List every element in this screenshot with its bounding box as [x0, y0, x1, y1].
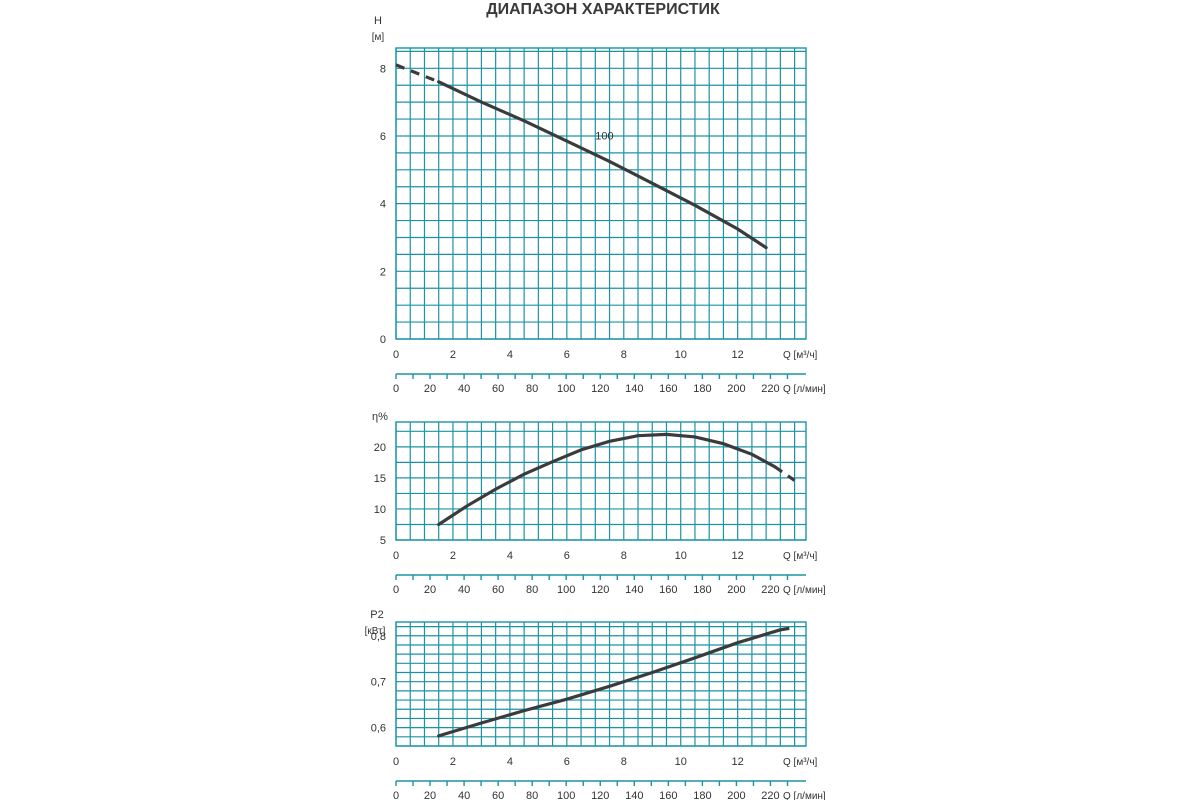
x2-tick-label: 140	[625, 790, 643, 800]
x2-tick-label: 100	[557, 790, 575, 800]
x2-tick-label: 0	[393, 383, 399, 395]
curve-dashed-end	[780, 625, 795, 632]
x-tick-label: 8	[621, 756, 627, 768]
x2-tick-label: 160	[659, 584, 677, 596]
plot-area	[395, 47, 807, 340]
plot-area	[395, 621, 807, 747]
curve-line	[437, 628, 782, 738]
curve-dashed-start	[395, 63, 440, 84]
x2-tick-label: 20	[424, 584, 436, 596]
chart-title: ДИАПАЗОН ХАРАКТЕРИСТИК	[486, 1, 720, 18]
y-axis-label: P2	[370, 609, 383, 621]
x2-tick-label: 120	[591, 383, 609, 395]
x-axis-unit: Q [м³/ч]	[783, 350, 818, 361]
x2-tick-label: 60	[492, 584, 504, 596]
x2-tick-label: 60	[492, 383, 504, 395]
x2-tick-label: 20	[424, 790, 436, 800]
y-tick-label: 15	[374, 473, 386, 485]
y-axis-label: η%	[372, 411, 388, 423]
x2-tick-label: 40	[458, 790, 470, 800]
x-tick-label: 2	[450, 349, 456, 361]
x2-tick-label: 0	[393, 790, 399, 800]
x-tick-label: 0	[393, 756, 399, 768]
x-tick-label: 10	[675, 550, 687, 562]
x2-tick-label: 100	[557, 383, 575, 395]
x2-tick-label: 80	[526, 383, 538, 395]
x2-tick-label: 220	[761, 383, 779, 395]
y-tick-label: 6	[380, 131, 386, 143]
x2-tick-label: 80	[526, 790, 538, 800]
x-tick-label: 6	[564, 550, 570, 562]
y-tick-label: 2	[380, 266, 386, 278]
y-tick-label: 0,6	[371, 723, 386, 735]
y-axis-unit: [м]	[372, 32, 385, 43]
x2-tick-label: 20	[424, 383, 436, 395]
curve-dashed-end	[773, 465, 796, 482]
x2-tick-label: 180	[693, 584, 711, 596]
x-tick-label: 12	[732, 756, 744, 768]
x-tick-label: 4	[507, 349, 513, 361]
x2-tick-label: 40	[458, 584, 470, 596]
y-tick-label: 0,8	[371, 631, 386, 643]
x2-tick-label: 80	[526, 584, 538, 596]
x-tick-label: 0	[393, 550, 399, 562]
panel-2: 5 10 15 20 η% 0 2 4 6 8 10 12 Q [м³/ч] 0 20 40 60 80 100 12…	[372, 411, 826, 596]
y-tick-label: 5	[380, 535, 386, 547]
curve-line	[437, 80, 768, 250]
y-tick-label: 8	[380, 63, 386, 75]
x-tick-label: 6	[564, 756, 570, 768]
y-tick-label: 4	[380, 199, 386, 211]
x2-tick-label: 60	[492, 790, 504, 800]
x-tick-label: 12	[732, 349, 744, 361]
x-tick-label: 4	[507, 550, 513, 562]
x-tick-label: 12	[732, 550, 744, 562]
x-tick-label: 8	[621, 550, 627, 562]
x2-tick-label: 160	[659, 790, 677, 800]
x2-tick-label: 220	[761, 584, 779, 596]
x-tick-label: 2	[450, 756, 456, 768]
x2-tick-label: 200	[727, 584, 745, 596]
x2-axis-unit: Q [л/мин]	[783, 384, 826, 395]
y-tick-label: 20	[374, 442, 386, 454]
x-tick-label: 4	[507, 756, 513, 768]
x2-tick-label: 160	[659, 383, 677, 395]
curve-line	[437, 432, 777, 527]
x2-tick-label: 40	[458, 383, 470, 395]
x2-tick-label: 100	[557, 584, 575, 596]
panel-1: 0 2 4 6 8 H [м] 0 2 4 6 8 10 12 Q [м³/ч] 0 20 40 60 80 100 12…	[372, 15, 826, 395]
x2-tick-label: 120	[591, 584, 609, 596]
x-tick-label: 8	[621, 349, 627, 361]
y-tick-label: 0,7	[371, 677, 386, 689]
x2-tick-label: 0	[393, 584, 399, 596]
series-label: 100	[595, 130, 613, 142]
x2-tick-label: 120	[591, 790, 609, 800]
y-tick-label: 0	[380, 334, 386, 346]
x2-axis-unit: Q [л/мин]	[783, 585, 826, 596]
x2-tick-label: 200	[727, 790, 745, 800]
x2-tick-label: 200	[727, 383, 745, 395]
x2-tick-label: 140	[625, 383, 643, 395]
panel-3: 0,6 0,7 0,8 P2 [кВт] 0 2 4 6 8 10 12 Q [м³/ч] 0 20 40 60…	[365, 609, 826, 800]
y-axis-unit: [кВт]	[365, 626, 386, 637]
x-axis-unit: Q [м³/ч]	[783, 551, 818, 562]
x2-axis-unit: Q [л/мин]	[783, 791, 826, 800]
x2-tick-label: 140	[625, 584, 643, 596]
x-tick-label: 0	[393, 349, 399, 361]
plot-area	[395, 421, 807, 541]
x-axis-unit: Q [м³/ч]	[783, 757, 818, 768]
x-tick-label: 2	[450, 550, 456, 562]
x-tick-label: 10	[675, 756, 687, 768]
x2-tick-label: 220	[761, 790, 779, 800]
x-tick-label: 10	[675, 349, 687, 361]
x2-tick-label: 180	[693, 383, 711, 395]
y-tick-label: 10	[374, 504, 386, 516]
x-tick-label: 6	[564, 349, 570, 361]
y-axis-label: H	[374, 15, 382, 27]
x2-tick-label: 180	[693, 790, 711, 800]
